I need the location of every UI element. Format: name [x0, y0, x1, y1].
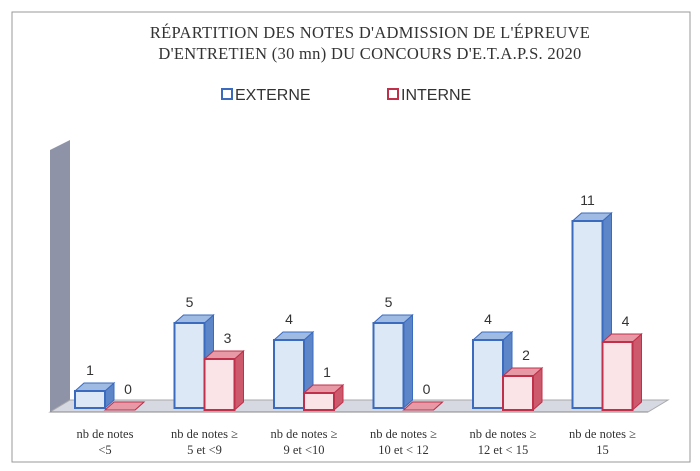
bar-top [402, 401, 444, 411]
bar-front [173, 322, 206, 409]
x-tick-label: nb de notes ≥ 5 et <9 [171, 427, 238, 457]
legend-swatch [387, 88, 399, 100]
bar-front [273, 339, 305, 409]
value-label: 4 [622, 313, 630, 329]
value-label: 0 [124, 381, 132, 397]
legend-label: EXTERNE [235, 87, 311, 104]
bar [501, 366, 544, 412]
value-label: 3 [224, 330, 232, 346]
bar-front [472, 339, 504, 409]
chart-title: RÉPARTITION DES NOTES D'ADMISSION DE L'É… [149, 23, 591, 63]
value-label: 2 [522, 347, 530, 363]
legend-swatch [221, 88, 233, 100]
value-label: 1 [323, 364, 331, 380]
bar-side [403, 313, 413, 410]
x-tick-label: nb de notes ≥ 10 et < 12 [370, 427, 437, 457]
value-label: 4 [484, 311, 492, 327]
bar [471, 330, 514, 410]
bar [103, 401, 146, 411]
x-tick-label: nb de notes ≥ 12 et < 15 [469, 427, 537, 457]
x-tick-label: nb de notes ≥ 9 et <10 [270, 427, 338, 457]
back-wall [50, 140, 70, 412]
value-label: 5 [385, 294, 393, 310]
bar [73, 381, 116, 410]
x-tick-label: nb de notes <5 [76, 427, 134, 457]
value-label: 5 [186, 294, 194, 310]
x-tick-label: nb de notes ≥ 15 [569, 427, 636, 457]
bar-side [632, 332, 642, 412]
bar [272, 330, 315, 410]
legend-label: INTERNE [401, 87, 471, 104]
bar-front [303, 392, 335, 411]
bar-front [571, 220, 604, 409]
value-label: 4 [285, 311, 293, 327]
bar [402, 401, 444, 411]
bar-front [203, 358, 236, 411]
bar-top [103, 401, 146, 411]
bar [203, 349, 245, 412]
frame [11, 11, 691, 463]
value-label: 1 [86, 362, 94, 378]
value-label: 11 [580, 192, 595, 208]
bar [372, 313, 414, 410]
value-label: 0 [423, 381, 431, 397]
bar-front [372, 322, 405, 409]
bar-side [234, 349, 244, 412]
bar-front [502, 375, 534, 411]
bar [302, 383, 345, 412]
bar-front [601, 341, 634, 411]
bar-front [74, 390, 106, 409]
bar [601, 332, 643, 412]
